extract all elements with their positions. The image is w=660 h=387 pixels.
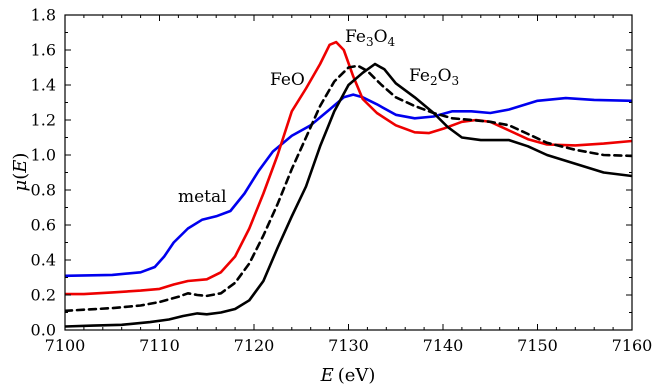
y-tick-label: 0.6 (31, 216, 56, 235)
x-tick-label: 7110 (139, 336, 180, 355)
y-tick-label: 1.0 (31, 146, 56, 165)
tick-labels: 7100 7110 7120 7130 7140 7150 7160 0.0 0.2 0.4 0.6… (31, 6, 653, 356)
series-layer (65, 40, 632, 328)
x-tick-label: 7120 (234, 336, 275, 355)
x-tick-label: 7140 (423, 336, 464, 355)
x-tick-label: 7100 (45, 336, 86, 355)
y-tick-label: 1.6 (31, 41, 56, 60)
y-tick-label: 1.2 (31, 111, 56, 130)
y-tick-label: 0.2 (31, 286, 56, 305)
y-tick-label: 1.8 (31, 6, 56, 25)
x-tick-label: 7150 (517, 336, 558, 355)
y-tick-label: 0.4 (31, 251, 56, 270)
x-tick-label: 7160 (612, 336, 653, 355)
annotation-metal: metal (178, 187, 227, 207)
y-axis-label: μ(E) (10, 153, 31, 192)
series-line-feo (65, 40, 632, 296)
series-line-metal (65, 93, 632, 278)
series-line-fe2o3 (65, 62, 632, 328)
y-tick-label: 1.4 (31, 76, 56, 95)
series-line-fe3o4 (65, 64, 632, 313)
x-tick-label: 7130 (328, 336, 369, 355)
y-tick-label: 0.0 (31, 321, 56, 340)
annotation-fe2o3: Fe2O3 (409, 66, 459, 88)
y-tick-label: 0.8 (31, 181, 56, 200)
annotation-feo: FeO (270, 70, 305, 90)
x-axis-label: E (eV) (320, 365, 376, 386)
plot-frame (64, 14, 633, 331)
annotation-fe3o4: Fe3O4 (345, 27, 396, 49)
